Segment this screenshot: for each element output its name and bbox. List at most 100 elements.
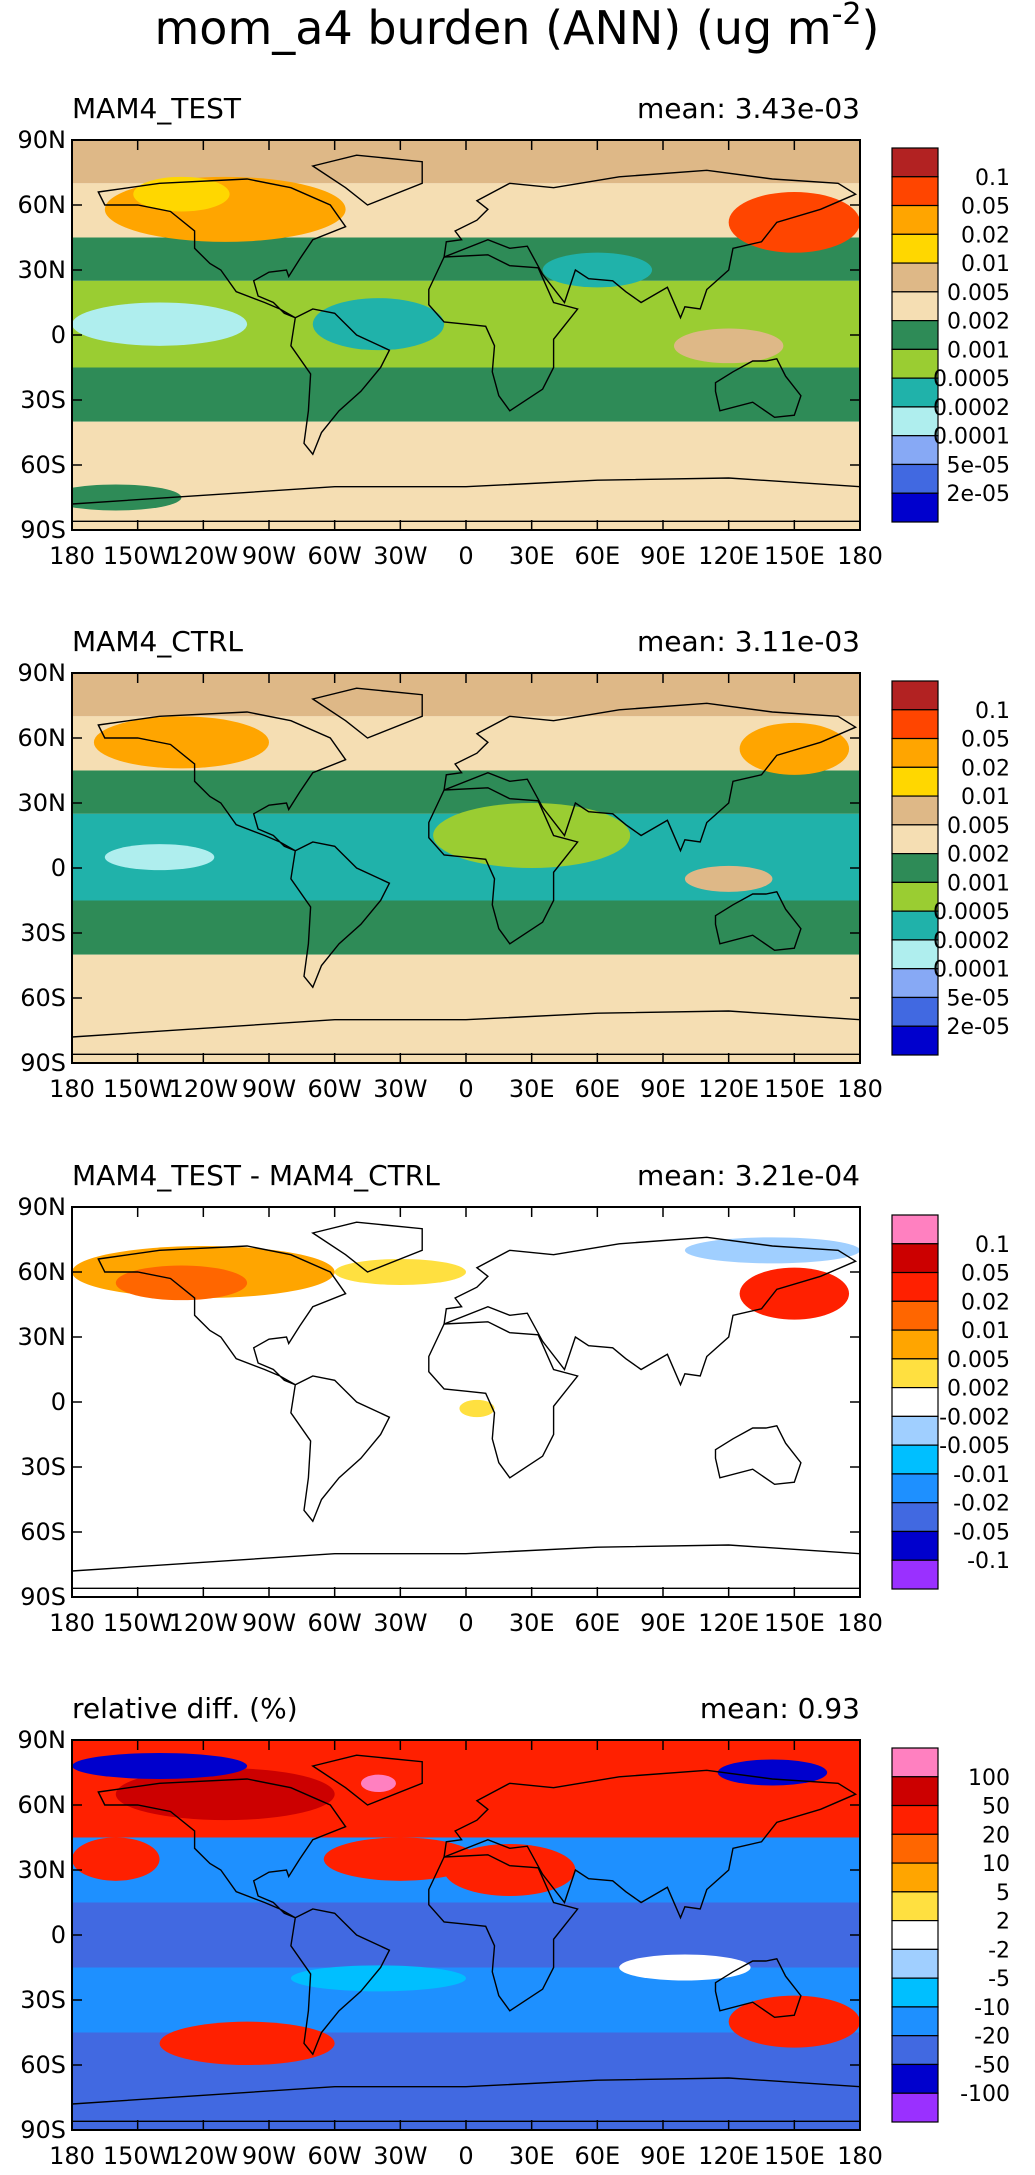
coastline [443, 1769, 858, 1920]
panel-mean: mean: 3.11e-03 [637, 625, 860, 658]
coastline [290, 1908, 391, 2056]
colorbar-swatch [891, 204, 939, 235]
colorbar-swatch [891, 406, 939, 437]
x-tick-label: 30W [373, 1075, 427, 1103]
colorbar-swatch [891, 176, 939, 207]
colorbar-swatch [891, 2006, 939, 2037]
x-tick-label: 180 [837, 542, 883, 570]
x-tick-label: 90W [242, 2142, 296, 2170]
field-patch [717, 1759, 828, 1786]
field-patch [115, 1768, 335, 1821]
colorbar-label: -50 [974, 2053, 1010, 2078]
panel-mean: mean: 3.21e-04 [637, 1159, 860, 1192]
coastline [97, 711, 347, 852]
x-tick-label: 150E [764, 2142, 825, 2170]
field-patch [739, 722, 850, 775]
map-field [72, 673, 860, 1063]
field-patch [684, 1237, 860, 1264]
x-tick-label: 60W [308, 1075, 362, 1103]
colorbar-swatch [891, 1415, 939, 1446]
colorbar-swatch [891, 1243, 939, 1274]
field-band [72, 237, 860, 281]
panel-title: relative diff. (%) [72, 1692, 298, 1725]
colorbar-swatch [891, 1358, 939, 1389]
x-tick-label: 180 [837, 2142, 883, 2170]
coastline [443, 1236, 858, 1387]
colorbar-label: 0.05 [961, 195, 1010, 220]
x-tick-label: 150W [103, 1609, 173, 1637]
field-patch [673, 328, 784, 364]
x-tick-label: 30W [373, 1609, 427, 1637]
colorbar-label: 2e-05 [947, 482, 1010, 507]
colorbar-label: -10 [974, 1996, 1010, 2021]
colorbar-swatch [891, 1776, 939, 1807]
colorbar-swatch [891, 1473, 939, 1504]
field-patch [739, 1267, 850, 1320]
x-tick-label: 150W [103, 542, 173, 570]
page-title-close: ) [862, 1, 880, 55]
colorbar-swatch [891, 1920, 939, 1950]
x-tick-label: 60W [308, 2142, 362, 2170]
x-tick-label: 120E [698, 2142, 759, 2170]
colorbar-swatch [891, 1300, 939, 1331]
colorbar-label: -100 [960, 2082, 1010, 2107]
field-patch [684, 865, 773, 892]
colorbar-swatch [891, 737, 939, 768]
x-tick-label: 150E [764, 1609, 825, 1637]
y-tick-label: 0 [51, 1921, 66, 1949]
x-tick-label: 90W [242, 1609, 296, 1637]
y-tick-label: 90N [18, 126, 67, 154]
colorbar-swatch [891, 262, 939, 293]
colorbar-swatch [891, 291, 939, 322]
colorbar-label: 0.02 [961, 756, 1010, 781]
field-patch [104, 844, 215, 871]
colorbar-swatch [891, 435, 939, 466]
colorbar-swatch [891, 348, 939, 379]
field-band [72, 954, 860, 1063]
x-tick-label: 150W [103, 2142, 173, 2170]
colorbar-swatch [891, 1530, 939, 1561]
x-tick-label: 90W [242, 1075, 296, 1103]
x-tick-label: 60E [574, 1075, 620, 1103]
y-tick-label: 90N [18, 1726, 67, 1754]
field-patch [72, 484, 182, 511]
field-patch [360, 1774, 396, 1793]
field-patch [433, 803, 631, 868]
panel: MAM4_TEST - MAM4_CTRL mean: 3.21e-04 180 15… [18, 1159, 1011, 1637]
colorbar-label: 0.0001 [933, 958, 1010, 983]
colorbar-label: 0.002 [947, 310, 1010, 335]
field-band [72, 421, 860, 530]
x-tick-label: 30E [509, 2142, 555, 2170]
colorbar-label: -0.02 [953, 1492, 1010, 1517]
x-tick-label: 30W [373, 542, 427, 570]
colorbar-swatch [891, 1891, 939, 1922]
y-tick-label: 60N [18, 1258, 67, 1286]
coastline [714, 358, 802, 419]
panel-title: MAM4_CTRL [72, 625, 243, 658]
colorbar-label: -0.005 [939, 1434, 1010, 1459]
colorbar-label: 50 [982, 1795, 1010, 1820]
colorbar-swatch [891, 996, 939, 1027]
colorbar-swatch [891, 853, 939, 883]
colorbar-swatch [891, 377, 939, 408]
colorbar-swatch [891, 463, 939, 494]
coastline [97, 178, 347, 319]
colorbar-swatch [891, 233, 939, 264]
colorbar-label: 0.002 [947, 843, 1010, 868]
field-patch [290, 1965, 467, 1992]
colorbar-label: 0.005 [947, 281, 1010, 306]
colorbar-swatch [891, 1559, 939, 1590]
x-tick-label: 60W [308, 1609, 362, 1637]
panel-mean: mean: 3.43e-03 [637, 92, 860, 125]
coastline [311, 687, 423, 739]
colorbar-label: 0.05 [961, 728, 1010, 753]
x-tick-label: 180 [837, 1609, 883, 1637]
colorbar-label: 5e-05 [947, 453, 1010, 478]
y-tick-label: 30N [18, 256, 67, 284]
colorbar-label: -0.01 [953, 1463, 1010, 1488]
y-tick-label: 0 [51, 321, 66, 349]
field-patch [72, 1837, 160, 1881]
coastline [311, 154, 423, 206]
